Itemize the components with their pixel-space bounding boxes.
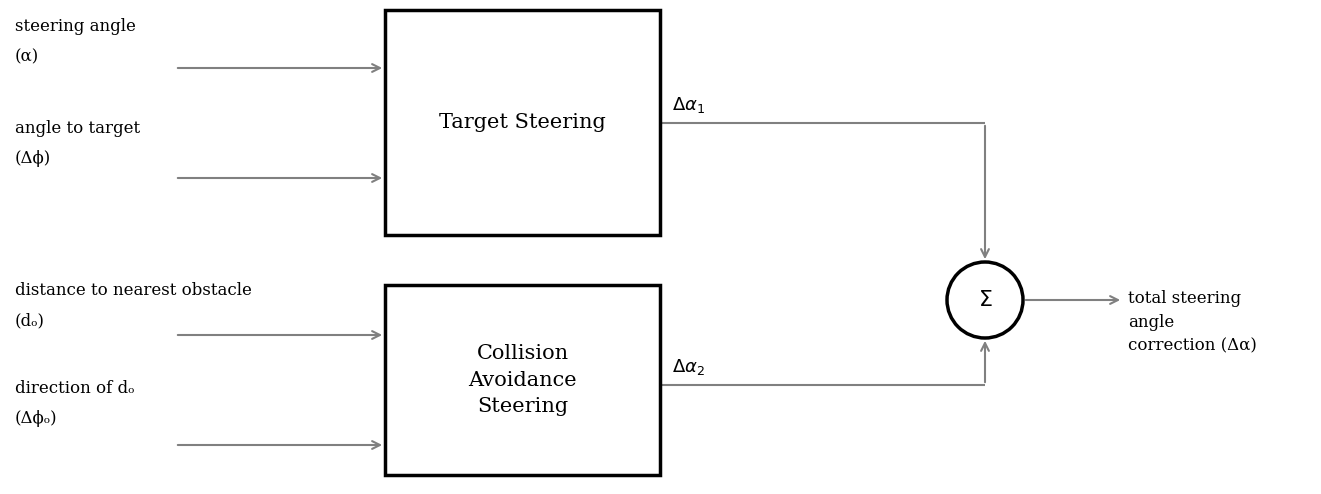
- Text: $\Sigma$: $\Sigma$: [978, 289, 992, 311]
- Text: Collision
Avoidance
Steering: Collision Avoidance Steering: [468, 344, 577, 416]
- Text: direction of dₒ: direction of dₒ: [15, 380, 135, 397]
- Text: Target Steering: Target Steering: [439, 113, 606, 132]
- Text: total steering
angle
correction (Δα): total steering angle correction (Δα): [1128, 290, 1256, 354]
- Text: steering angle: steering angle: [15, 18, 136, 35]
- Text: angle to target: angle to target: [15, 120, 140, 137]
- Text: $\Delta\alpha_1$: $\Delta\alpha_1$: [672, 95, 705, 115]
- Bar: [384, 10, 660, 235]
- Text: (α): (α): [15, 48, 40, 65]
- Bar: [384, 285, 660, 475]
- Text: (dₒ): (dₒ): [15, 312, 45, 329]
- Circle shape: [947, 262, 1022, 338]
- Text: (Δϕ): (Δϕ): [15, 150, 52, 167]
- Text: distance to nearest obstacle: distance to nearest obstacle: [15, 282, 252, 299]
- Text: $\Delta\alpha_2$: $\Delta\alpha_2$: [672, 357, 705, 377]
- Text: (Δϕₒ): (Δϕₒ): [15, 410, 58, 427]
